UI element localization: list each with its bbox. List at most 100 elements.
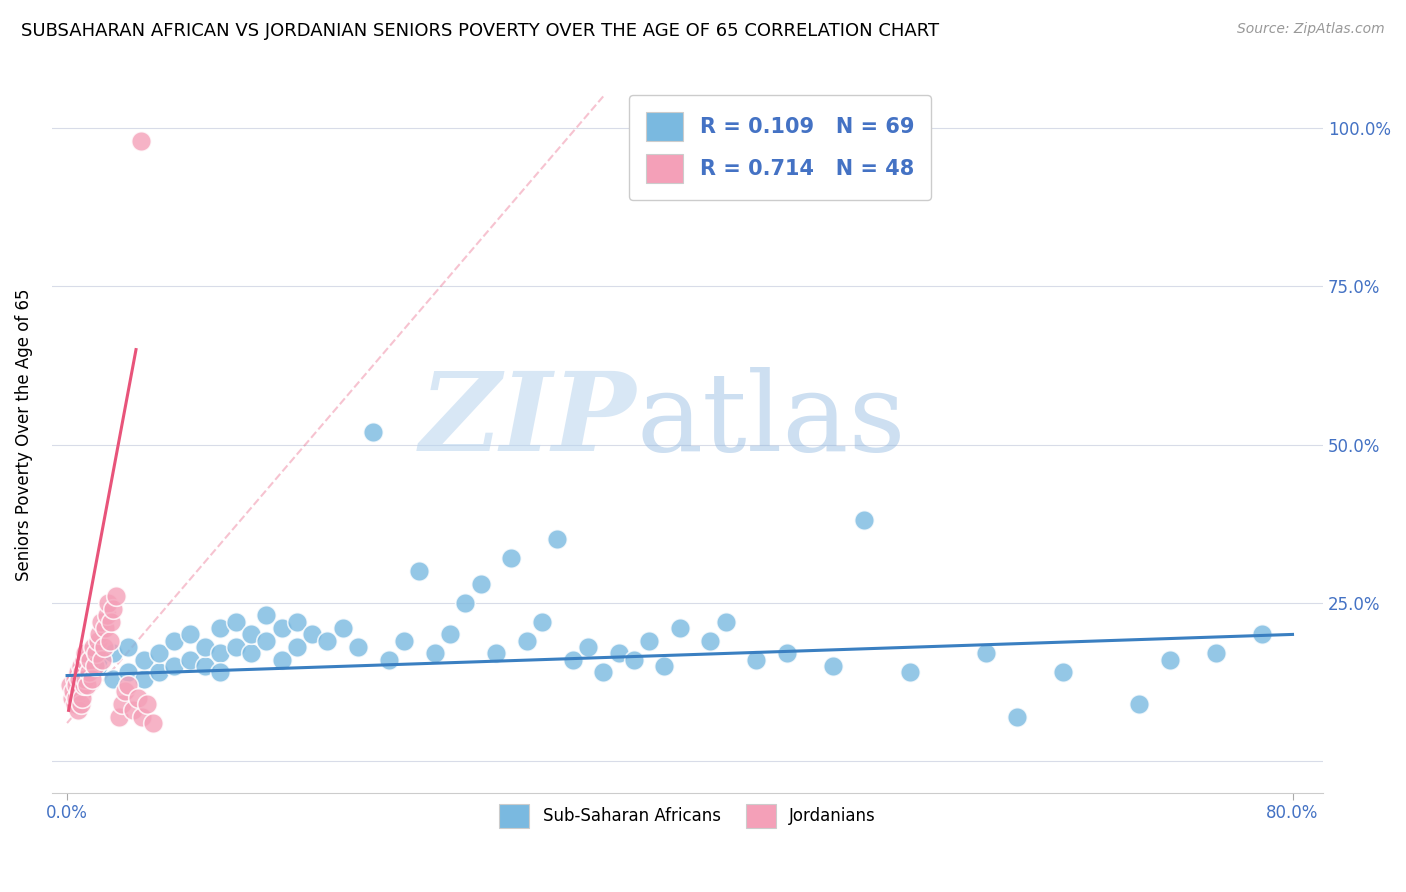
- Point: [129, 134, 152, 148]
- Point: [93, 640, 115, 654]
- Point: [63, 672, 86, 686]
- Point: [127, 690, 149, 705]
- Point: [576, 640, 599, 654]
- Point: [108, 709, 131, 723]
- Point: [225, 615, 247, 629]
- Point: [67, 684, 90, 698]
- Point: [668, 621, 690, 635]
- Point: [239, 627, 262, 641]
- Point: [67, 672, 90, 686]
- Point: [516, 633, 538, 648]
- Point: [163, 633, 186, 648]
- Point: [72, 665, 94, 680]
- Point: [65, 678, 87, 692]
- Point: [607, 647, 630, 661]
- Point: [316, 633, 339, 648]
- Point: [75, 672, 97, 686]
- Point: [546, 533, 568, 547]
- Point: [97, 596, 120, 610]
- Point: [131, 709, 153, 723]
- Point: [79, 653, 101, 667]
- Point: [77, 665, 100, 680]
- Point: [70, 697, 93, 711]
- Point: [70, 659, 93, 673]
- Point: [254, 608, 277, 623]
- Point: [254, 633, 277, 648]
- Point: [90, 615, 112, 629]
- Point: [76, 678, 98, 692]
- Text: atlas: atlas: [637, 368, 907, 475]
- Point: [73, 678, 96, 692]
- Point: [96, 608, 118, 623]
- Point: [101, 647, 124, 661]
- Point: [239, 647, 262, 661]
- Point: [439, 627, 461, 641]
- Point: [148, 647, 170, 661]
- Text: SUBSAHARAN AFRICAN VS JORDANIAN SENIORS POVERTY OVER THE AGE OF 65 CORRELATION C: SUBSAHARAN AFRICAN VS JORDANIAN SENIORS …: [21, 22, 939, 40]
- Point: [59, 678, 82, 692]
- Point: [101, 672, 124, 686]
- Point: [852, 514, 875, 528]
- Point: [117, 665, 139, 680]
- Point: [1052, 665, 1074, 680]
- Point: [135, 697, 157, 711]
- Point: [111, 697, 134, 711]
- Point: [485, 647, 508, 661]
- Point: [66, 665, 89, 680]
- Point: [72, 665, 94, 680]
- Point: [377, 653, 399, 667]
- Point: [623, 653, 645, 667]
- Point: [285, 640, 308, 654]
- Point: [91, 653, 114, 667]
- Point: [179, 653, 201, 667]
- Point: [1005, 709, 1028, 723]
- Point: [84, 647, 107, 661]
- Point: [408, 564, 430, 578]
- Point: [270, 653, 292, 667]
- Y-axis label: Seniors Poverty Over the Age of 65: Seniors Poverty Over the Age of 65: [15, 289, 32, 582]
- Point: [194, 659, 217, 673]
- Point: [347, 640, 370, 654]
- Point: [65, 690, 87, 705]
- Point: [699, 633, 721, 648]
- Point: [94, 621, 117, 635]
- Point: [332, 621, 354, 635]
- Point: [209, 621, 232, 635]
- Point: [148, 665, 170, 680]
- Point: [454, 596, 477, 610]
- Text: Source: ZipAtlas.com: Source: ZipAtlas.com: [1237, 22, 1385, 37]
- Point: [132, 653, 155, 667]
- Point: [82, 640, 104, 654]
- Point: [209, 647, 232, 661]
- Point: [592, 665, 614, 680]
- Point: [132, 672, 155, 686]
- Point: [86, 659, 108, 673]
- Point: [89, 627, 111, 641]
- Legend: Sub-Saharan Africans, Jordanians: Sub-Saharan Africans, Jordanians: [492, 797, 883, 834]
- Point: [654, 659, 676, 673]
- Point: [898, 665, 921, 680]
- Point: [86, 633, 108, 648]
- Point: [117, 640, 139, 654]
- Point: [225, 640, 247, 654]
- Point: [470, 576, 492, 591]
- Point: [86, 653, 108, 667]
- Point: [142, 716, 165, 731]
- Point: [63, 697, 86, 711]
- Point: [117, 678, 139, 692]
- Point: [714, 615, 737, 629]
- Point: [561, 653, 583, 667]
- Point: [114, 684, 136, 698]
- Point: [1159, 653, 1181, 667]
- Point: [363, 425, 385, 439]
- Point: [392, 633, 415, 648]
- Point: [501, 551, 523, 566]
- Point: [423, 647, 446, 661]
- Point: [75, 647, 97, 661]
- Point: [73, 653, 96, 667]
- Point: [80, 672, 103, 686]
- Point: [60, 690, 83, 705]
- Point: [209, 665, 232, 680]
- Point: [163, 659, 186, 673]
- Point: [72, 690, 94, 705]
